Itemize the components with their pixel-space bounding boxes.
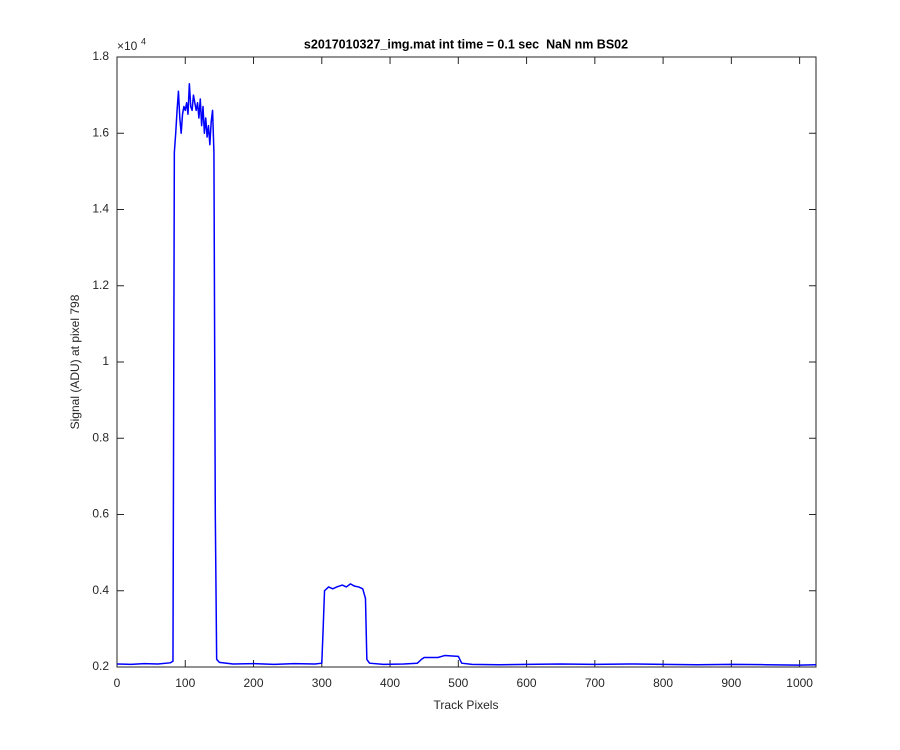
y-tick-label: 0.2 — [92, 659, 109, 673]
x-axis-label: Track Pixels — [434, 698, 499, 712]
x-tick-label: 200 — [244, 676, 264, 690]
x-tick-label: 0 — [114, 676, 121, 690]
y-tick-label: 1.2 — [92, 278, 109, 292]
x-tick-label: 700 — [585, 676, 605, 690]
x-tick-label: 600 — [517, 676, 537, 690]
y-axis-label: Signal (ADU) at pixel 798 — [68, 294, 82, 429]
x-tick-label: 500 — [448, 676, 468, 690]
y-tick-label: 0.8 — [92, 430, 109, 444]
plot-box — [116, 56, 817, 668]
x-tick-label: 900 — [721, 676, 741, 690]
data-line — [116, 82, 817, 666]
y-tick-label: 0.6 — [92, 507, 109, 521]
y-tick-label: 1.4 — [92, 202, 109, 216]
y-multiplier: ×10 — [117, 39, 138, 53]
chart-title: s2017010327_img.mat int time = 0.1 sec N… — [304, 37, 628, 51]
y-tick-label: 1.8 — [92, 49, 109, 63]
y-tick-label: 0.4 — [92, 583, 109, 597]
x-tick-label: 400 — [380, 676, 400, 690]
x-tick-label: 1000 — [786, 676, 813, 690]
x-tick-label: 100 — [175, 676, 195, 690]
y-tick-label: 1 — [102, 354, 109, 368]
y-multiplier-exponent: 4 — [141, 36, 146, 46]
x-tick-label: 800 — [653, 676, 673, 690]
x-tick-label: 300 — [312, 676, 332, 690]
y-tick-label: 1.6 — [92, 125, 109, 139]
